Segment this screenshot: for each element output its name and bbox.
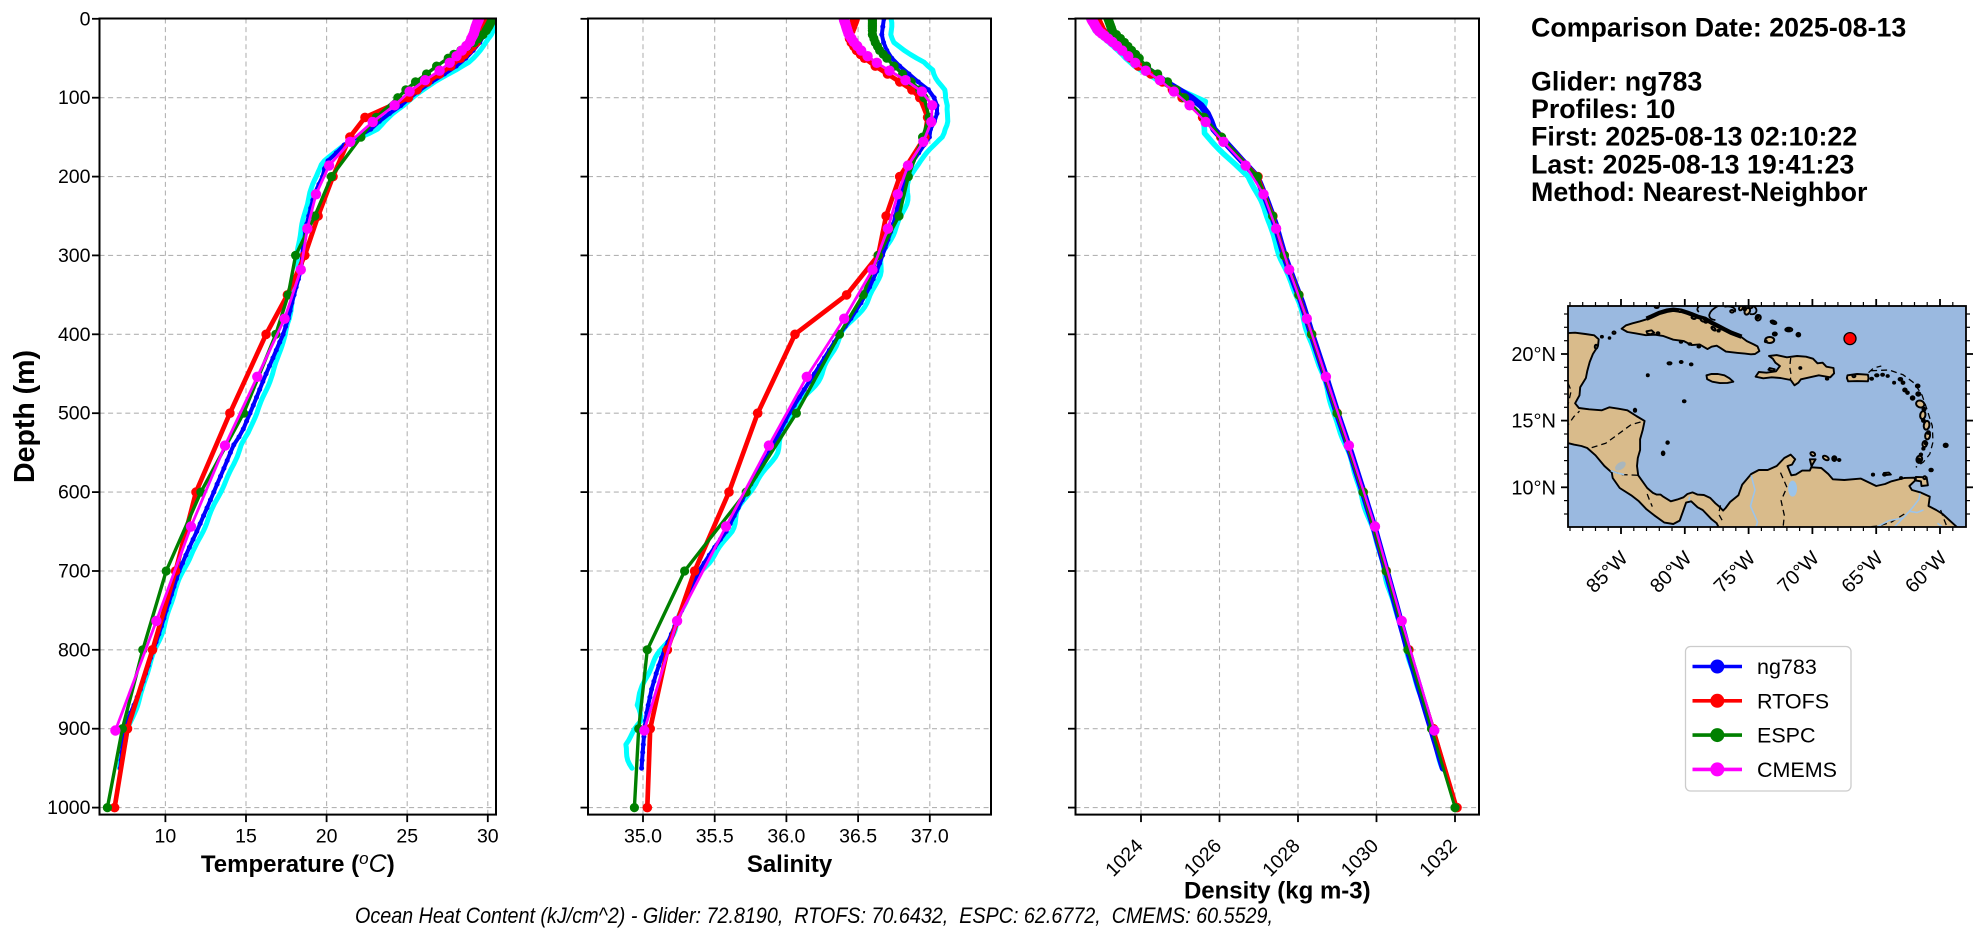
svg-text:10: 10	[155, 826, 177, 848]
svg-text:Salinity: Salinity	[747, 851, 833, 878]
svg-text:400: 400	[58, 324, 91, 346]
svg-text:25: 25	[396, 826, 418, 848]
svg-text:Ocean Heat Content (kJ/cm^2) -: Ocean Heat Content (kJ/cm^2) - Glider: 7…	[355, 903, 1273, 928]
svg-text:15: 15	[235, 826, 257, 848]
svg-text:0: 0	[80, 8, 91, 30]
svg-text:ng783: ng783	[1757, 655, 1817, 679]
svg-text:1000: 1000	[47, 797, 91, 819]
svg-text:20: 20	[316, 826, 338, 848]
svg-text:Profiles: 10: Profiles: 10	[1531, 94, 1675, 124]
svg-text:Density (kg m-3): Density (kg m-3)	[1184, 878, 1371, 905]
svg-text:Method: Nearest-Neighbor: Method: Nearest-Neighbor	[1531, 177, 1868, 207]
svg-text:35.5: 35.5	[696, 826, 734, 848]
svg-text:20°N: 20°N	[1511, 344, 1556, 366]
svg-text:10°N: 10°N	[1511, 477, 1556, 499]
svg-text:900: 900	[58, 718, 91, 740]
svg-text:800: 800	[58, 639, 91, 661]
svg-text:36.5: 36.5	[839, 826, 877, 848]
svg-text:700: 700	[58, 561, 91, 583]
svg-text:36.0: 36.0	[767, 826, 805, 848]
svg-text:35.0: 35.0	[624, 826, 662, 848]
svg-text:15°N: 15°N	[1511, 411, 1556, 433]
svg-text:Glider: ng783: Glider: ng783	[1531, 67, 1702, 97]
svg-text:300: 300	[58, 245, 91, 267]
svg-text:ESPC: ESPC	[1757, 724, 1816, 748]
svg-text:30: 30	[477, 826, 499, 848]
svg-text:First: 2025-08-13 02:10:22: First: 2025-08-13 02:10:22	[1531, 122, 1857, 152]
svg-text:Depth (m): Depth (m)	[9, 350, 41, 483]
svg-text:RTOFS: RTOFS	[1757, 689, 1829, 713]
svg-text:100: 100	[58, 87, 91, 109]
svg-text:CMEMS: CMEMS	[1757, 758, 1837, 782]
svg-text:Last: 2025-08-13 19:41:23: Last: 2025-08-13 19:41:23	[1531, 149, 1854, 179]
svg-text:500: 500	[58, 403, 91, 425]
svg-text:Comparison Date: 2025-08-13: Comparison Date: 2025-08-13	[1531, 13, 1906, 43]
svg-text:200: 200	[58, 166, 91, 188]
svg-text:600: 600	[58, 482, 91, 504]
svg-text:37.0: 37.0	[911, 826, 949, 848]
